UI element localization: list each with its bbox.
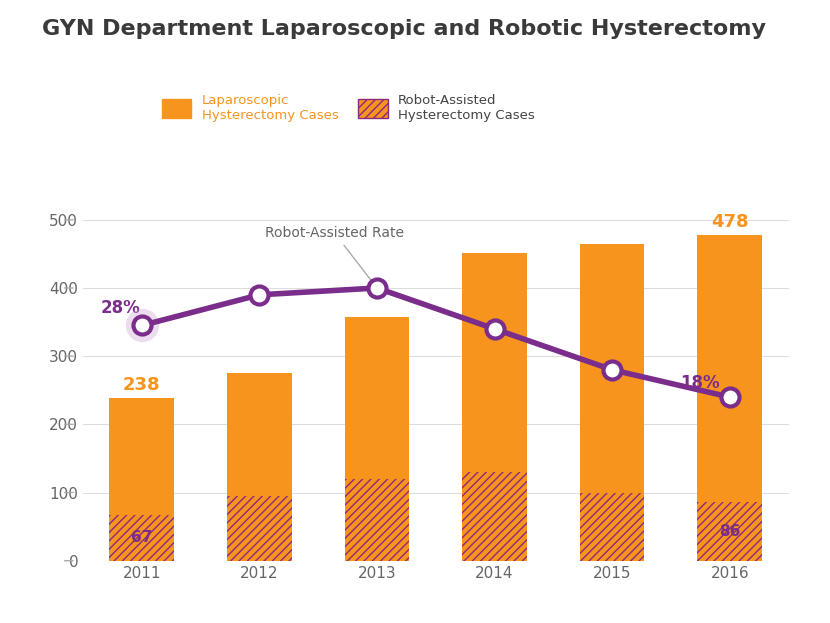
Text: 238: 238 <box>123 376 160 394</box>
Text: 28%: 28% <box>100 299 140 317</box>
Bar <box>227 496 291 561</box>
Bar <box>110 515 174 561</box>
Text: 478: 478 <box>711 212 749 231</box>
Bar <box>462 472 527 561</box>
Bar <box>580 493 644 561</box>
Bar <box>227 373 291 561</box>
Text: Robot-Assisted Rate: Robot-Assisted Rate <box>266 226 404 286</box>
Bar <box>110 399 174 561</box>
Bar <box>580 244 644 561</box>
Text: 86: 86 <box>719 524 740 539</box>
Bar <box>344 479 409 561</box>
Legend: Laparoscopic
Hysterectomy Cases, Robot-Assisted
Hysterectomy Cases: Laparoscopic Hysterectomy Cases, Robot-A… <box>163 94 535 122</box>
Bar <box>697 235 762 561</box>
Text: GYN Department Laparoscopic and Robotic Hysterectomy: GYN Department Laparoscopic and Robotic … <box>42 19 765 39</box>
Text: 67: 67 <box>131 530 153 545</box>
Bar <box>697 502 762 561</box>
Text: 18%: 18% <box>681 374 720 392</box>
Bar <box>344 317 409 561</box>
Bar <box>462 252 527 561</box>
